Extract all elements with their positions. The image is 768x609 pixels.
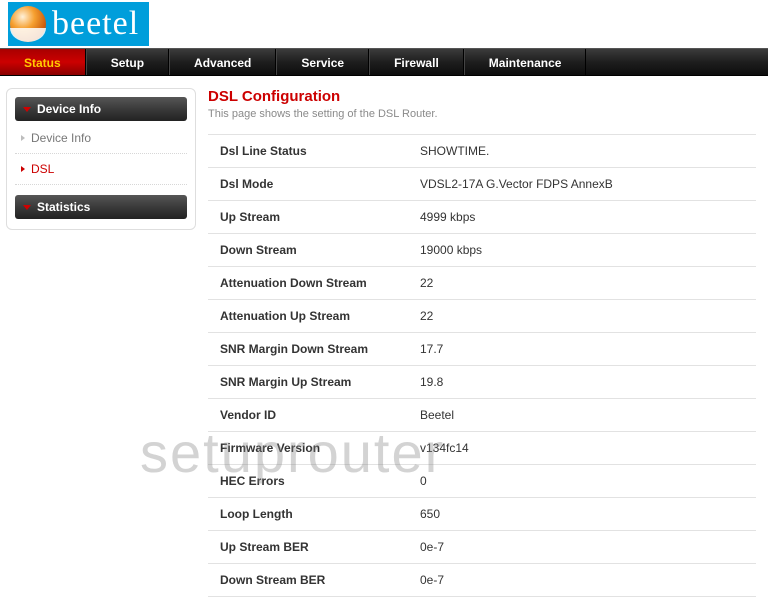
config-value: 19000 kbps (408, 234, 756, 266)
config-value: VDSL2-17A G.Vector FDPS AnnexB (408, 168, 756, 200)
config-table: Dsl Line StatusSHOWTIME.Dsl ModeVDSL2-17… (208, 134, 756, 597)
config-label: Up Stream BER (208, 531, 408, 563)
chevron-down-icon (23, 205, 31, 210)
chevron-down-icon (23, 107, 31, 112)
config-row: Dsl Line StatusSHOWTIME. (208, 135, 756, 168)
sidebar: Device Info Device Info DSL Statistics (6, 88, 196, 230)
main-layout: Device Info Device Info DSL Statistics DSL … (0, 76, 768, 609)
sidebar-section-label: Device Info (37, 102, 101, 116)
config-row: SNR Margin Down Stream17.7 (208, 333, 756, 366)
sidebar-spacer (15, 185, 187, 195)
page-subtitle: This page shows the setting of the DSL R… (208, 108, 756, 120)
config-value: 19.8 (408, 366, 756, 398)
sidebar-item-label: Device Info (31, 131, 91, 145)
config-row: Up Stream BER0e-7 (208, 531, 756, 564)
brand-logo-icon (10, 6, 46, 42)
page-title: DSL Configuration (208, 88, 756, 105)
config-label: SNR Margin Down Stream (208, 333, 408, 365)
config-value: 22 (408, 300, 756, 332)
brand-logo: beetel (8, 2, 149, 46)
config-row: Attenuation Down Stream22 (208, 267, 756, 300)
config-value: 17.7 (408, 333, 756, 365)
triangle-icon (21, 166, 25, 172)
nav-item-service[interactable]: Service (276, 49, 369, 75)
brand-name: beetel (52, 5, 139, 43)
sidebar-section-label: Statistics (37, 200, 90, 214)
triangle-icon (21, 135, 25, 141)
sidebar-item-dsl[interactable]: DSL (15, 154, 187, 185)
config-row: Down Stream19000 kbps (208, 234, 756, 267)
nav-item-advanced[interactable]: Advanced (169, 49, 276, 75)
config-label: Firmware Version (208, 432, 408, 464)
config-value: 22 (408, 267, 756, 299)
config-row: Up Stream4999 kbps (208, 201, 756, 234)
nav-item-maintenance[interactable]: Maintenance (464, 49, 587, 75)
top-nav: StatusSetupAdvancedServiceFirewallMainte… (0, 48, 768, 76)
sidebar-item-label: DSL (31, 162, 54, 176)
config-value: 0e-7 (408, 564, 756, 596)
config-value: 0 (408, 465, 756, 497)
config-label: Loop Length (208, 498, 408, 530)
config-row: Firmware Versionv134fc14 (208, 432, 756, 465)
config-value: SHOWTIME. (408, 135, 756, 167)
config-value: 4999 kbps (408, 201, 756, 233)
config-label: Dsl Mode (208, 168, 408, 200)
nav-item-firewall[interactable]: Firewall (369, 49, 464, 75)
config-label: Down Stream BER (208, 564, 408, 596)
config-row: HEC Errors0 (208, 465, 756, 498)
config-row: Vendor IDBeetel (208, 399, 756, 432)
config-value: v134fc14 (408, 432, 756, 464)
config-row: Attenuation Up Stream22 (208, 300, 756, 333)
config-label: HEC Errors (208, 465, 408, 497)
config-row: Loop Length650 (208, 498, 756, 531)
config-label: Dsl Line Status (208, 135, 408, 167)
content-area: DSL Configuration This page shows the se… (208, 88, 762, 597)
sidebar-section-device-info[interactable]: Device Info (15, 97, 187, 121)
config-row: Down Stream BER0e-7 (208, 564, 756, 597)
header-bar: beetel (0, 0, 768, 48)
config-value: 0e-7 (408, 531, 756, 563)
config-label: Attenuation Down Stream (208, 267, 408, 299)
nav-item-setup[interactable]: Setup (86, 49, 169, 75)
config-value: 650 (408, 498, 756, 530)
config-label: Up Stream (208, 201, 408, 233)
nav-item-status[interactable]: Status (0, 49, 86, 75)
sidebar-item-device-info[interactable]: Device Info (15, 123, 187, 154)
sidebar-section-statistics[interactable]: Statistics (15, 195, 187, 219)
config-row: SNR Margin Up Stream19.8 (208, 366, 756, 399)
config-label: Attenuation Up Stream (208, 300, 408, 332)
config-label: SNR Margin Up Stream (208, 366, 408, 398)
config-label: Vendor ID (208, 399, 408, 431)
config-value: Beetel (408, 399, 756, 431)
config-row: Dsl ModeVDSL2-17A G.Vector FDPS AnnexB (208, 168, 756, 201)
config-label: Down Stream (208, 234, 408, 266)
